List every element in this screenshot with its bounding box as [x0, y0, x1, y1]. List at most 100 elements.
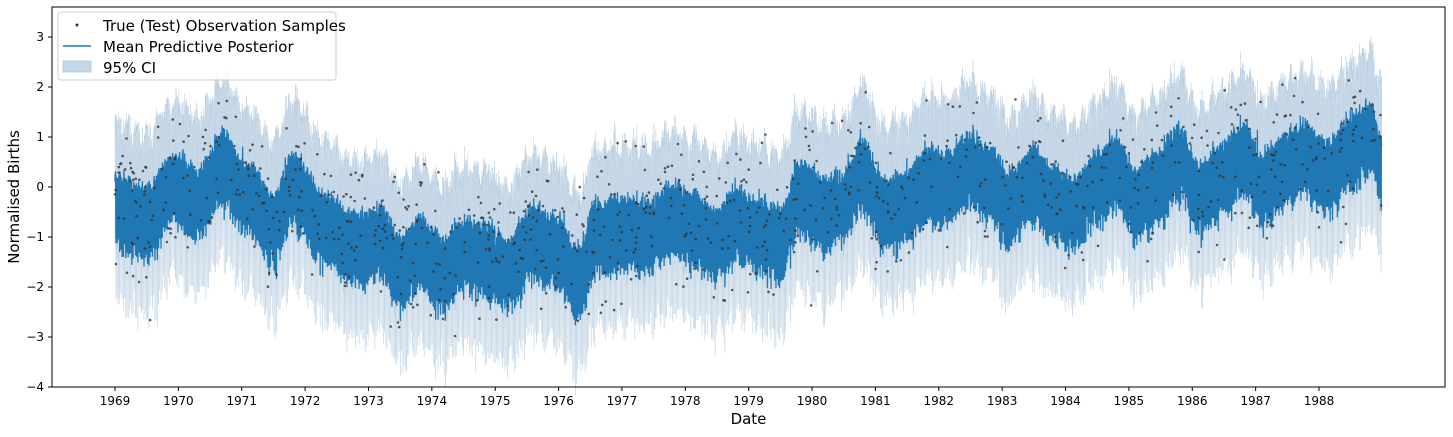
observation-point	[1173, 161, 1177, 164]
observation-point	[373, 242, 377, 246]
observation-point	[776, 188, 779, 192]
observation-point	[849, 185, 853, 189]
observation-point	[1249, 182, 1253, 186]
observation-point	[886, 202, 889, 205]
observation-point	[1323, 157, 1326, 160]
observation-point	[242, 190, 245, 194]
observation-point	[907, 176, 910, 179]
observation-point	[246, 167, 250, 171]
observation-point	[324, 236, 328, 240]
observation-point	[663, 170, 667, 174]
observation-point	[582, 224, 585, 228]
observation-point	[758, 206, 761, 209]
observation-point	[151, 214, 155, 217]
observation-point	[618, 210, 621, 214]
x-tick-label: 1971	[226, 394, 257, 408]
observation-point	[702, 268, 705, 271]
observation-point	[506, 304, 509, 307]
observation-point	[1309, 145, 1312, 149]
x-tick-label: 1972	[290, 394, 321, 408]
observation-point	[1000, 222, 1004, 226]
observation-point	[826, 231, 830, 234]
observation-point	[288, 185, 291, 189]
observation-point	[679, 188, 682, 191]
observation-point	[874, 267, 877, 271]
observation-point	[910, 231, 914, 235]
observation-point	[1177, 161, 1181, 164]
observation-point	[721, 247, 724, 250]
observation-point	[1151, 232, 1154, 235]
observation-point	[217, 101, 220, 105]
observation-point	[1005, 160, 1008, 163]
observation-point	[764, 133, 767, 136]
observation-point	[592, 218, 596, 222]
observation-point	[882, 199, 885, 203]
observation-point	[556, 215, 559, 219]
observation-point	[501, 255, 505, 258]
observation-point	[522, 225, 525, 229]
observation-point	[264, 188, 268, 191]
observation-point	[739, 158, 742, 161]
observation-point	[645, 205, 648, 209]
observation-point	[476, 222, 479, 225]
observation-point	[1352, 128, 1355, 132]
observation-point	[251, 208, 255, 211]
observation-point	[747, 168, 750, 171]
observation-point	[962, 212, 966, 215]
observation-point	[173, 212, 176, 215]
observation-point	[1055, 212, 1058, 216]
observation-point	[1177, 97, 1180, 100]
observation-point	[746, 206, 750, 210]
observation-point	[1234, 108, 1238, 111]
observation-point	[147, 241, 150, 244]
observation-point	[252, 174, 256, 177]
observation-point	[243, 161, 247, 164]
observation-point	[977, 136, 981, 139]
observation-point	[423, 163, 426, 166]
observation-point	[1028, 144, 1031, 148]
observation-point	[715, 194, 718, 198]
observation-point	[901, 187, 904, 190]
observation-point	[1279, 163, 1283, 166]
observation-point	[449, 230, 453, 234]
observation-point	[278, 228, 281, 232]
x-tick-label: 1979	[733, 394, 764, 408]
observation-point	[912, 178, 915, 181]
x-tick-label: 1985	[1114, 394, 1145, 408]
observation-point	[848, 166, 851, 169]
observation-point	[874, 230, 878, 234]
observation-point	[1294, 148, 1298, 151]
observation-point	[576, 319, 580, 323]
observation-point	[975, 101, 979, 104]
observation-point	[441, 317, 445, 321]
observation-point	[610, 193, 613, 196]
observation-point	[889, 151, 892, 155]
observation-point	[772, 293, 775, 296]
observation-point	[373, 233, 377, 237]
observation-point	[1269, 213, 1272, 216]
observation-point	[1266, 220, 1270, 224]
observation-point	[972, 205, 976, 209]
observation-point	[432, 233, 435, 236]
observation-point	[1342, 205, 1345, 209]
observation-point	[1004, 184, 1007, 187]
mean-predictive-line	[114, 98, 1383, 326]
observation-point	[332, 190, 336, 194]
observation-point	[691, 177, 695, 181]
observation-point	[867, 145, 870, 149]
observation-point	[915, 201, 918, 204]
observation-point	[522, 210, 526, 213]
observation-point	[893, 213, 897, 216]
observation-point	[1293, 76, 1297, 80]
observation-point	[1054, 240, 1057, 244]
observation-point	[1244, 119, 1247, 122]
observation-point	[405, 208, 409, 211]
observation-point	[1038, 140, 1042, 144]
observation-point	[627, 213, 630, 217]
observation-point	[494, 257, 498, 260]
observation-point	[636, 202, 640, 206]
observation-point	[683, 234, 687, 238]
observation-point	[135, 215, 138, 218]
observation-point	[404, 206, 407, 209]
observation-point	[1216, 198, 1220, 202]
